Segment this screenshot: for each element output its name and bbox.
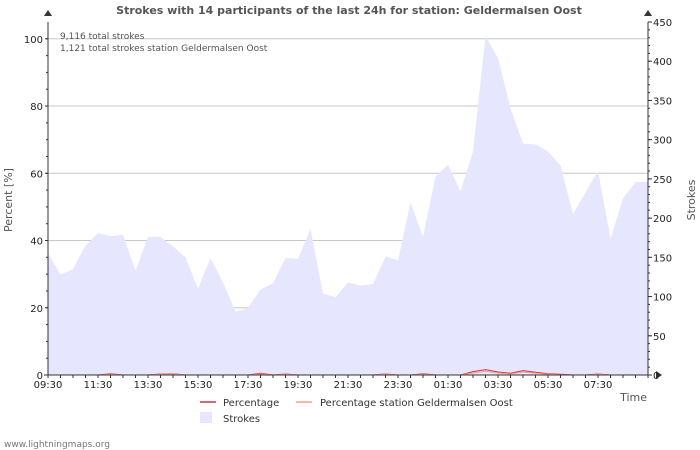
strokes-area (48, 36, 648, 375)
tick-label-x: 03:30 (484, 380, 513, 391)
chart-title: Strokes with 14 participants of the last… (116, 4, 582, 17)
tick-label-right: 300 (653, 136, 672, 147)
y-axis-left-arrow (44, 10, 52, 16)
tick-label-x: 05:30 (534, 380, 563, 391)
tick-label-x: 23:30 (384, 380, 413, 391)
tick-label-right: 450 (653, 18, 672, 29)
tick-label-right: 150 (653, 253, 672, 264)
x-axis-ticks: 09:30 11:30 13:30 15:30 17:30 19:30 21:30 23:30… (34, 375, 649, 391)
tick-label-x: 11:30 (84, 380, 113, 391)
tick-label-x: 13:30 (134, 380, 163, 391)
tick-label-x: 15:30 (184, 380, 213, 391)
tick-label-right: 400 (653, 57, 672, 68)
right-axis-ticks: 0 50 100 150 200 250 300 350 400 450 (648, 18, 672, 382)
tick-label-x: 01:30 (434, 380, 463, 391)
tick-label-left: 40 (30, 237, 43, 248)
y-axis-label-right: Strokes (685, 179, 698, 220)
tick-label-x: 17:30 (234, 380, 263, 391)
tick-label-right: 350 (653, 96, 672, 107)
tick-label-right: 0 (653, 371, 659, 382)
y-axis-label-left: Percent [%] (2, 168, 15, 232)
tick-label-right: 250 (653, 175, 672, 186)
legend-percentage-station: Percentage station Geldermalsen Oost (320, 398, 513, 409)
tick-label-right: 200 (653, 214, 672, 225)
tick-label-x: 21:30 (334, 380, 363, 391)
left-axis-ticks: 0 20 40 60 80 100 (24, 35, 48, 382)
tick-label-right: 50 (653, 332, 666, 343)
tick-label-left: 60 (30, 169, 43, 180)
legend-strokes: Strokes (223, 414, 260, 425)
y-axis-right-arrow (644, 10, 652, 16)
tick-label-left: 0 (37, 371, 43, 382)
tick-label-right: 100 (653, 293, 672, 304)
annotation-total-strokes: 9,116 total strokes (60, 32, 145, 42)
x-axis-label: Time (619, 391, 647, 404)
watermark: www.lightningmaps.org (4, 440, 110, 450)
tick-label-left: 20 (30, 304, 43, 315)
tick-label-left: 80 (30, 102, 43, 113)
legend-swatch-strokes (200, 412, 212, 423)
tick-label-x: 19:30 (284, 380, 313, 391)
annotation-station-strokes: 1,121 total strokes station Geldermalsen… (60, 44, 268, 54)
tick-label-left: 100 (24, 35, 43, 46)
tick-label-x: 07:30 (584, 380, 613, 391)
tick-label-x: 09:30 (34, 380, 63, 391)
legend-percentage: Percentage (223, 398, 279, 409)
x-axis-arrow (656, 371, 662, 379)
